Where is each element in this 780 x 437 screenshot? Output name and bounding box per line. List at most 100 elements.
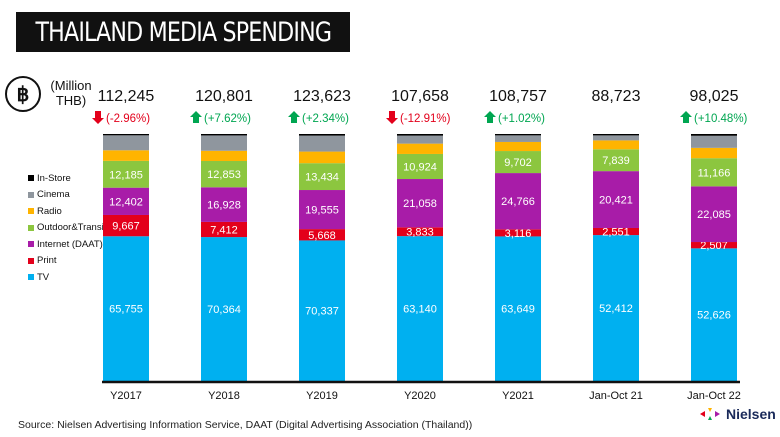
bar-segment-outdoor-transit — [103, 160, 149, 188]
bar-segment-in-store — [299, 134, 345, 136]
bar-segment-in-store — [495, 134, 541, 136]
bar-segment-in-store — [103, 134, 149, 136]
legend-label: In-Store — [37, 172, 71, 184]
bar-segment-outdoor-transit — [397, 153, 443, 180]
data-label: 11,166 — [698, 167, 731, 179]
change-label: (+2.34%) — [302, 113, 349, 125]
category-label: Y2017 — [110, 390, 142, 402]
bar-segment-tv — [201, 237, 247, 381]
bar-segment-tv — [495, 236, 541, 381]
data-label: 3,116 — [505, 228, 532, 240]
legend-item: In-Store — [28, 170, 106, 187]
legend-swatch — [28, 274, 34, 281]
arrow-down-icon — [92, 111, 104, 124]
data-label: 21,058 — [403, 198, 437, 210]
legend-label: Print — [37, 255, 57, 267]
bar-segment-internet-daat- — [201, 187, 247, 222]
legend-label: Radio — [37, 205, 62, 217]
total-label: 123,623 — [293, 88, 351, 105]
data-label: 12,185 — [109, 169, 143, 181]
legend-swatch — [28, 175, 34, 182]
change-label: (-2.96%) — [106, 113, 150, 125]
total-label: 108,757 — [489, 88, 547, 105]
legend-label: Cinema — [37, 189, 70, 201]
bar-segment-tv — [397, 236, 443, 381]
bar-segment-print — [691, 242, 737, 249]
bar-segment-radio — [201, 150, 247, 161]
legend-swatch — [28, 241, 34, 248]
legend-swatch — [28, 224, 34, 231]
bar-segment-tv — [103, 236, 149, 381]
bar-segment-tv — [593, 235, 639, 381]
data-label: 10,924 — [403, 161, 437, 173]
bar-segment-internet-daat- — [691, 186, 737, 243]
bar-segment-print — [299, 229, 345, 241]
arrow-up-icon — [484, 111, 496, 123]
data-label: 63,649 — [501, 304, 535, 316]
data-label: 9,667 — [112, 221, 140, 233]
bar-segment-internet-daat- — [593, 171, 639, 228]
bar-segment-radio — [299, 151, 345, 164]
bar-segment-cinema — [201, 135, 247, 151]
nielsen-logo: Nielsen — [700, 406, 776, 422]
bar-segment-cinema — [495, 135, 541, 142]
data-label: 2,507 — [700, 240, 728, 252]
bar-segment-cinema — [397, 135, 443, 144]
data-label: 70,364 — [207, 304, 241, 316]
data-label: 20,421 — [599, 195, 633, 207]
total-label: 98,025 — [690, 88, 739, 105]
data-label: 13,434 — [305, 172, 339, 184]
legend-label: Internet (DAAT) — [37, 238, 103, 250]
data-label: 24,766 — [501, 196, 535, 208]
bar-segment-radio — [593, 140, 639, 150]
change-label: (+10.48%) — [694, 113, 748, 125]
change-label: (+1.02%) — [498, 113, 545, 125]
source-note: Source: Nielsen Advertising Information … — [18, 419, 473, 431]
bar-segment-outdoor-transit — [593, 149, 639, 172]
arrow-up-icon — [680, 111, 692, 123]
legend-label: Outdoor&Transit — [37, 222, 107, 234]
data-label: 7,412 — [210, 224, 238, 236]
legend-item: Radio — [28, 203, 106, 220]
data-label: 70,337 — [305, 306, 339, 318]
data-label: 12,402 — [109, 196, 143, 208]
data-label: 65,755 — [109, 304, 143, 316]
data-label: 19,555 — [305, 205, 339, 217]
total-label: 107,658 — [391, 88, 449, 105]
bar-segment-internet-daat- — [397, 179, 443, 228]
legend: In-Store Cinema Radio Outdoor&Transit Intern… — [28, 170, 106, 286]
category-label: Y2020 — [404, 390, 436, 402]
category-label: Y2018 — [208, 390, 240, 402]
legend-item: Internet (DAAT) — [28, 236, 106, 253]
nielsen-logo-icon — [700, 408, 720, 420]
arrow-up-icon — [190, 111, 202, 123]
bar-segment-radio — [397, 143, 443, 154]
category-label: Jan-Oct 22 — [687, 390, 741, 402]
bar-segment-internet-daat- — [495, 173, 541, 230]
bar-segment-internet-daat- — [103, 187, 149, 215]
bar-segment-tv — [691, 248, 737, 381]
page-title: THAILAND MEDIA SPENDING — [16, 12, 350, 52]
data-label: 63,140 — [403, 304, 437, 316]
bar-segment-cinema — [299, 135, 345, 152]
data-label: 5,668 — [308, 230, 336, 242]
data-label: 9,702 — [504, 157, 532, 169]
baht-icon: ฿ — [5, 76, 41, 112]
bar-segment-outdoor-transit — [201, 160, 247, 188]
data-label: 52,626 — [697, 310, 731, 322]
unit-label: (Million THB) — [50, 78, 92, 108]
legend-label: TV — [37, 271, 50, 283]
data-label: 16,928 — [207, 200, 241, 212]
category-label: Jan-Oct 21 — [589, 390, 643, 402]
bar-segment-cinema — [103, 135, 149, 151]
arrow-up-icon — [288, 111, 300, 123]
data-label: 2,551 — [602, 227, 630, 239]
legend-item: Outdoor&Transit — [28, 220, 106, 237]
data-label: 3,833 — [406, 227, 434, 239]
change-label: (+7.62%) — [204, 113, 251, 125]
bar-segment-outdoor-transit — [495, 151, 541, 174]
change-label: (-12.91%) — [400, 113, 451, 125]
bar-segment-cinema — [691, 135, 737, 148]
bar-segment-tv — [299, 240, 345, 381]
